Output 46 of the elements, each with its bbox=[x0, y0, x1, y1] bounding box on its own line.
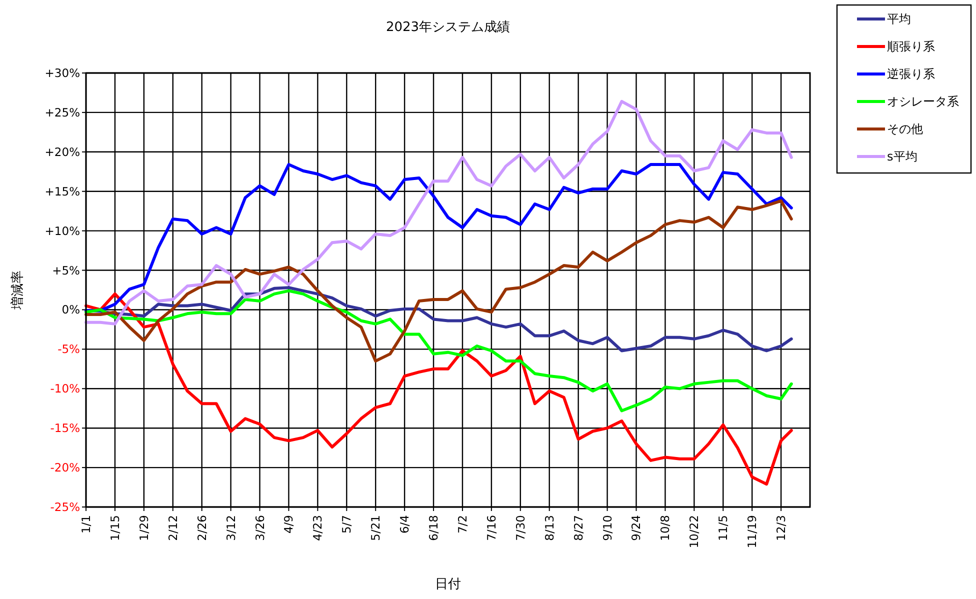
x-tick-label: 4/9 bbox=[282, 515, 296, 534]
y-tick-label: -20% bbox=[50, 460, 80, 475]
x-tick-label: 11/19 bbox=[745, 515, 760, 548]
y-tick-label: -10% bbox=[50, 382, 80, 396]
y-tick-label: +5% bbox=[52, 263, 80, 278]
x-tick-label: 7/16 bbox=[484, 515, 498, 541]
y-axis-title: 増減率 bbox=[10, 270, 26, 310]
legend-label: 順張り系 bbox=[887, 40, 935, 54]
x-tick-label: 7/30 bbox=[513, 515, 528, 541]
y-tick-label: +15% bbox=[44, 184, 80, 198]
y-tick-label: +25% bbox=[44, 105, 80, 120]
x-tick-label: 2/12 bbox=[166, 515, 180, 541]
x-tick-label: 8/27 bbox=[571, 515, 586, 541]
x-tick-label: 7/2 bbox=[455, 515, 470, 534]
legend-label: s平均 bbox=[887, 150, 918, 164]
y-tick-label: +10% bbox=[44, 224, 80, 238]
x-tick-label: 9/24 bbox=[629, 515, 644, 541]
x-tick-label: 5/7 bbox=[340, 515, 354, 534]
x-axis-title: 日付 bbox=[435, 577, 461, 592]
y-tick-label: +20% bbox=[44, 144, 80, 159]
x-tick-label: 5/21 bbox=[368, 515, 383, 541]
x-tick-label: 10/8 bbox=[658, 515, 672, 541]
x-tick-label: 11/5 bbox=[716, 515, 730, 541]
legend-label: その他 bbox=[887, 122, 923, 136]
y-tick-label: -25% bbox=[50, 500, 80, 514]
x-tick-label: 6/18 bbox=[426, 515, 441, 541]
y-tick-label: +30% bbox=[44, 66, 80, 80]
x-tick-label: 3/26 bbox=[252, 515, 267, 541]
x-tick-label: 2/26 bbox=[194, 515, 209, 541]
x-tick-label: 10/22 bbox=[687, 515, 702, 548]
y-tick-label: -15% bbox=[50, 421, 80, 436]
y-tick-label: 0% bbox=[62, 302, 80, 317]
x-tick-label: 1/15 bbox=[108, 515, 122, 541]
legend-label: オシレータ系 bbox=[887, 94, 959, 108]
legend-label: 平均 bbox=[887, 12, 911, 26]
x-tick-label: 9/10 bbox=[600, 515, 614, 541]
x-tick-label: 1/29 bbox=[136, 515, 151, 541]
legend-label: 逆張り系 bbox=[887, 67, 935, 81]
x-tick-label: 6/4 bbox=[398, 515, 412, 534]
y-tick-label: -5% bbox=[58, 342, 80, 356]
chart-title: 2023年システム成績 bbox=[386, 20, 510, 35]
x-tick-label: 4/23 bbox=[310, 515, 325, 541]
x-tick-label: 1/1 bbox=[79, 515, 93, 534]
x-tick-label: 12/3 bbox=[774, 515, 788, 541]
x-tick-label: 8/13 bbox=[542, 515, 556, 541]
x-tick-label: 3/12 bbox=[224, 515, 238, 541]
